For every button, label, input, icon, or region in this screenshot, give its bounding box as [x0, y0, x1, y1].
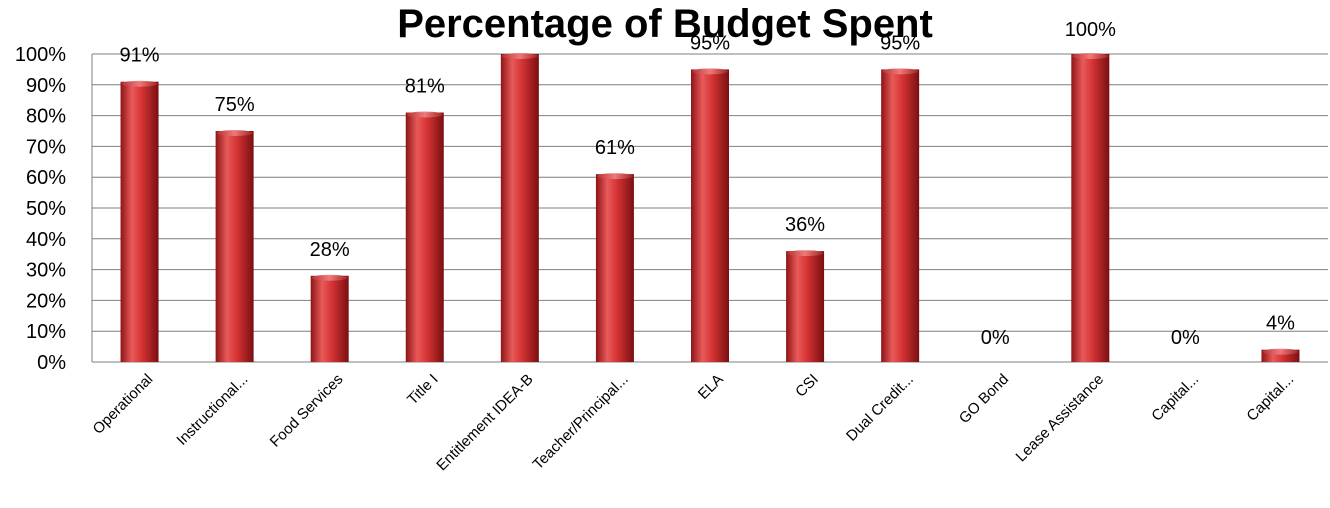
- bar: [881, 69, 920, 363]
- bar: [310, 275, 349, 362]
- y-tick-label: 70%: [26, 136, 66, 158]
- bar-top: [882, 68, 919, 75]
- data-label: 4%: [1266, 313, 1295, 335]
- y-tick-label: 60%: [26, 167, 66, 189]
- bar: [405, 112, 444, 363]
- x-tick-label: ELA: [695, 371, 727, 403]
- x-tick-label: Food Services: [267, 371, 347, 451]
- x-tick-label: Operational: [90, 371, 157, 438]
- bar: [595, 174, 634, 362]
- data-label: 36%: [785, 214, 825, 236]
- y-tick-label: 30%: [26, 260, 66, 282]
- bar-top: [216, 130, 253, 136]
- x-tick-label: Title I: [404, 371, 442, 409]
- bar: [500, 54, 539, 362]
- y-tick-label: 0%: [37, 352, 66, 374]
- bar: [215, 131, 254, 362]
- data-label: 61%: [595, 137, 635, 159]
- x-tick-label: GO Bond: [956, 371, 1012, 427]
- x-tick-label: Capital...: [1148, 371, 1202, 425]
- x-tick-label: Lease Assistance: [1013, 371, 1108, 466]
- bar-top: [692, 68, 728, 75]
- y-tick-label: 80%: [26, 106, 66, 128]
- y-tick-label: 10%: [26, 321, 66, 343]
- bar-top: [501, 53, 538, 59]
- y-tick-label: 50%: [26, 198, 66, 220]
- x-tick-label: Entitlement IDEA-B: [433, 371, 536, 474]
- bar-top: [1262, 348, 1299, 355]
- x-tick-label: Capital...: [1243, 371, 1297, 425]
- data-label: 0%: [1171, 327, 1200, 349]
- x-tick-label: Teacher/Principal...: [530, 371, 632, 473]
- bar: [1071, 54, 1110, 362]
- data-label: 95%: [880, 32, 920, 54]
- data-label: 91%: [120, 45, 160, 67]
- y-tick-label: 20%: [26, 290, 66, 312]
- bar-top: [1072, 53, 1109, 59]
- data-label: 95%: [690, 32, 730, 54]
- bar-top: [596, 173, 633, 180]
- data-label: 100%: [1065, 19, 1116, 41]
- bar-top: [406, 111, 443, 118]
- data-label: 28%: [310, 239, 350, 261]
- bar-top: [787, 250, 824, 257]
- data-label: 75%: [215, 94, 255, 116]
- x-tick-label: Instructional...: [173, 371, 251, 449]
- bar: [691, 69, 729, 363]
- y-tick-label: 40%: [26, 229, 66, 251]
- bar: [120, 81, 159, 362]
- y-tick-label: 90%: [26, 75, 66, 97]
- data-label: 81%: [405, 76, 445, 98]
- bar-top: [311, 274, 348, 281]
- y-tick-label: 100%: [15, 44, 66, 66]
- data-label: 0%: [981, 327, 1010, 349]
- x-tick-label: CSI: [792, 371, 822, 401]
- bar-top: [121, 80, 158, 87]
- x-tick-label: Dual Credit...: [843, 371, 917, 445]
- bar: [786, 251, 825, 362]
- chart-title: Percentage of Budget Spent: [397, 2, 933, 46]
